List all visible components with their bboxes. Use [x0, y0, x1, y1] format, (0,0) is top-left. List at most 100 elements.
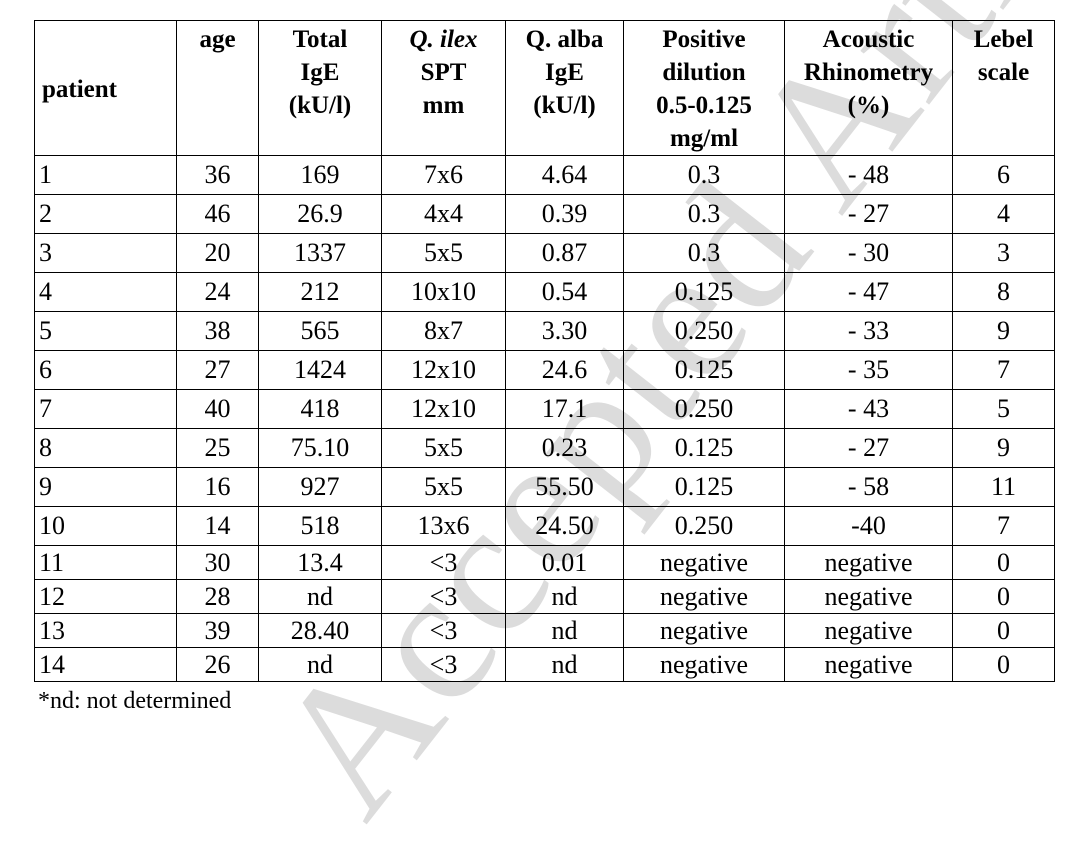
- table-cell: negative: [784, 613, 953, 648]
- table-cell: 2: [34, 194, 177, 234]
- table-cell: 4: [34, 272, 177, 312]
- table-cell: negative: [784, 545, 953, 580]
- column-header-line: Total: [292, 26, 348, 53]
- table-cell: 8x7: [381, 311, 506, 351]
- table-row: 3 20 1337 5x5 0.87 0.3- 30 3: [34, 233, 1055, 273]
- column-header-line: Rhinometry: [803, 59, 934, 86]
- table-cell: 38: [176, 311, 259, 351]
- table-cell: 12x10: [381, 389, 506, 429]
- table-cell: 418: [258, 389, 382, 429]
- table-cell: 30: [176, 545, 259, 580]
- table-cell: 5: [34, 311, 177, 351]
- table-cell: 12: [34, 579, 177, 614]
- table-cell: - 27: [784, 194, 953, 234]
- table-cell: 4: [952, 194, 1055, 234]
- table-cell: <3: [381, 579, 506, 614]
- table-row: 13 39 28.40 <3 nd negative negative 0: [34, 613, 1055, 648]
- table-cell: 6: [34, 350, 177, 390]
- table-cell: negative: [623, 545, 785, 580]
- column-header: Q. alba IgE (kU/l): [505, 20, 624, 156]
- table-cell: 28: [176, 579, 259, 614]
- table-cell: - 30: [784, 233, 953, 273]
- table-cell: 212: [258, 272, 382, 312]
- table-cell: -40: [784, 506, 953, 546]
- table-cell: 24: [176, 272, 259, 312]
- table-cell: 0.01: [505, 545, 624, 580]
- table-cell: 927: [258, 467, 382, 507]
- table-cell: 36: [176, 155, 259, 195]
- table-cell: 0: [952, 613, 1055, 648]
- column-header: Q. ilex SPT mm: [381, 20, 506, 156]
- column-header-line: Positive: [662, 26, 746, 53]
- table-cell: 0.23: [505, 428, 624, 468]
- table-cell: 55.50: [505, 467, 624, 507]
- table-body: 1 36 169 7x6 4.64 0.3- 48 6 2 46 26.9 4x4 0.39 0.3- …: [34, 155, 1055, 682]
- table-row: 9 16 927 5x5 55.50 0.125- 58 11: [34, 467, 1055, 507]
- table-cell: 0.54: [505, 272, 624, 312]
- table-cell: 0.125: [623, 467, 785, 507]
- table-cell: 0: [952, 579, 1055, 614]
- table-cell: 518: [258, 506, 382, 546]
- table-cell: - 47: [784, 272, 953, 312]
- column-header-line: mm: [422, 92, 465, 119]
- table-cell: 27: [176, 350, 259, 390]
- table-cell: - 58: [784, 467, 953, 507]
- column-header-line: (kU/l): [288, 92, 352, 119]
- table-cell: 14: [34, 647, 177, 682]
- table-cell: 4.64: [505, 155, 624, 195]
- column-header-line: Acoustic: [822, 26, 915, 53]
- table-cell: 13.4: [258, 545, 382, 580]
- table-cell: nd: [258, 579, 382, 614]
- patient-data-table: patient age Total IgE (kU/l) Q. ilex SPT mm Q. a…: [34, 20, 1055, 682]
- table-cell: negative: [784, 579, 953, 614]
- column-header: age: [176, 20, 259, 156]
- column-header-line: age: [199, 26, 236, 53]
- table-cell: 12x10: [381, 350, 506, 390]
- table-cell: 7: [952, 350, 1055, 390]
- column-header: Positive dilution 0.5-0.125 mg/ml: [623, 20, 785, 156]
- table-cell: 9: [952, 428, 1055, 468]
- table-row: 8 25 75.10 5x5 0.23 0.125- 27 9: [34, 428, 1055, 468]
- table-cell: 1: [34, 155, 177, 195]
- table-cell: 0.250: [623, 389, 785, 429]
- table-cell: 4x4: [381, 194, 506, 234]
- table-cell: nd: [505, 579, 624, 614]
- table-cell: negative: [623, 613, 785, 648]
- table-cell: 7: [34, 389, 177, 429]
- column-header: Lebel scale: [952, 20, 1055, 156]
- table-cell: negative: [623, 579, 785, 614]
- table-cell: 7: [952, 506, 1055, 546]
- table-cell: 75.10: [258, 428, 382, 468]
- table-cell: 1424: [258, 350, 382, 390]
- table-cell: - 33: [784, 311, 953, 351]
- table-cell: 0: [952, 647, 1055, 682]
- column-header-line: Lebel: [973, 26, 1034, 53]
- header-row: patient age Total IgE (kU/l) Q. ilex SPT mm Q. a…: [34, 20, 1055, 156]
- table-cell: 40: [176, 389, 259, 429]
- table-cell: 7x6: [381, 155, 506, 195]
- table-row: 1 36 169 7x6 4.64 0.3- 48 6: [34, 155, 1055, 195]
- table-cell: 25: [176, 428, 259, 468]
- table-cell: 0.250: [623, 506, 785, 546]
- footnote: *nd: not determined: [38, 688, 232, 714]
- table-cell: 0.39: [505, 194, 624, 234]
- table-cell: nd: [505, 613, 624, 648]
- column-header-line: SPT: [420, 59, 467, 86]
- table-cell: 565: [258, 311, 382, 351]
- table-cell: 3: [34, 233, 177, 273]
- table-cell: 169: [258, 155, 382, 195]
- column-header-line: patient: [42, 75, 117, 103]
- table-cell: 11: [952, 467, 1055, 507]
- table-cell: 0.250: [623, 311, 785, 351]
- table-cell: 10: [34, 506, 177, 546]
- table-cell: 0.125: [623, 428, 785, 468]
- table-cell: 8: [34, 428, 177, 468]
- table-cell: 5: [952, 389, 1055, 429]
- table-cell: 26: [176, 647, 259, 682]
- column-header-line: Q. ilex: [409, 26, 478, 53]
- column-header: patient: [34, 20, 177, 156]
- table-cell: 5x5: [381, 467, 506, 507]
- table-cell: <3: [381, 647, 506, 682]
